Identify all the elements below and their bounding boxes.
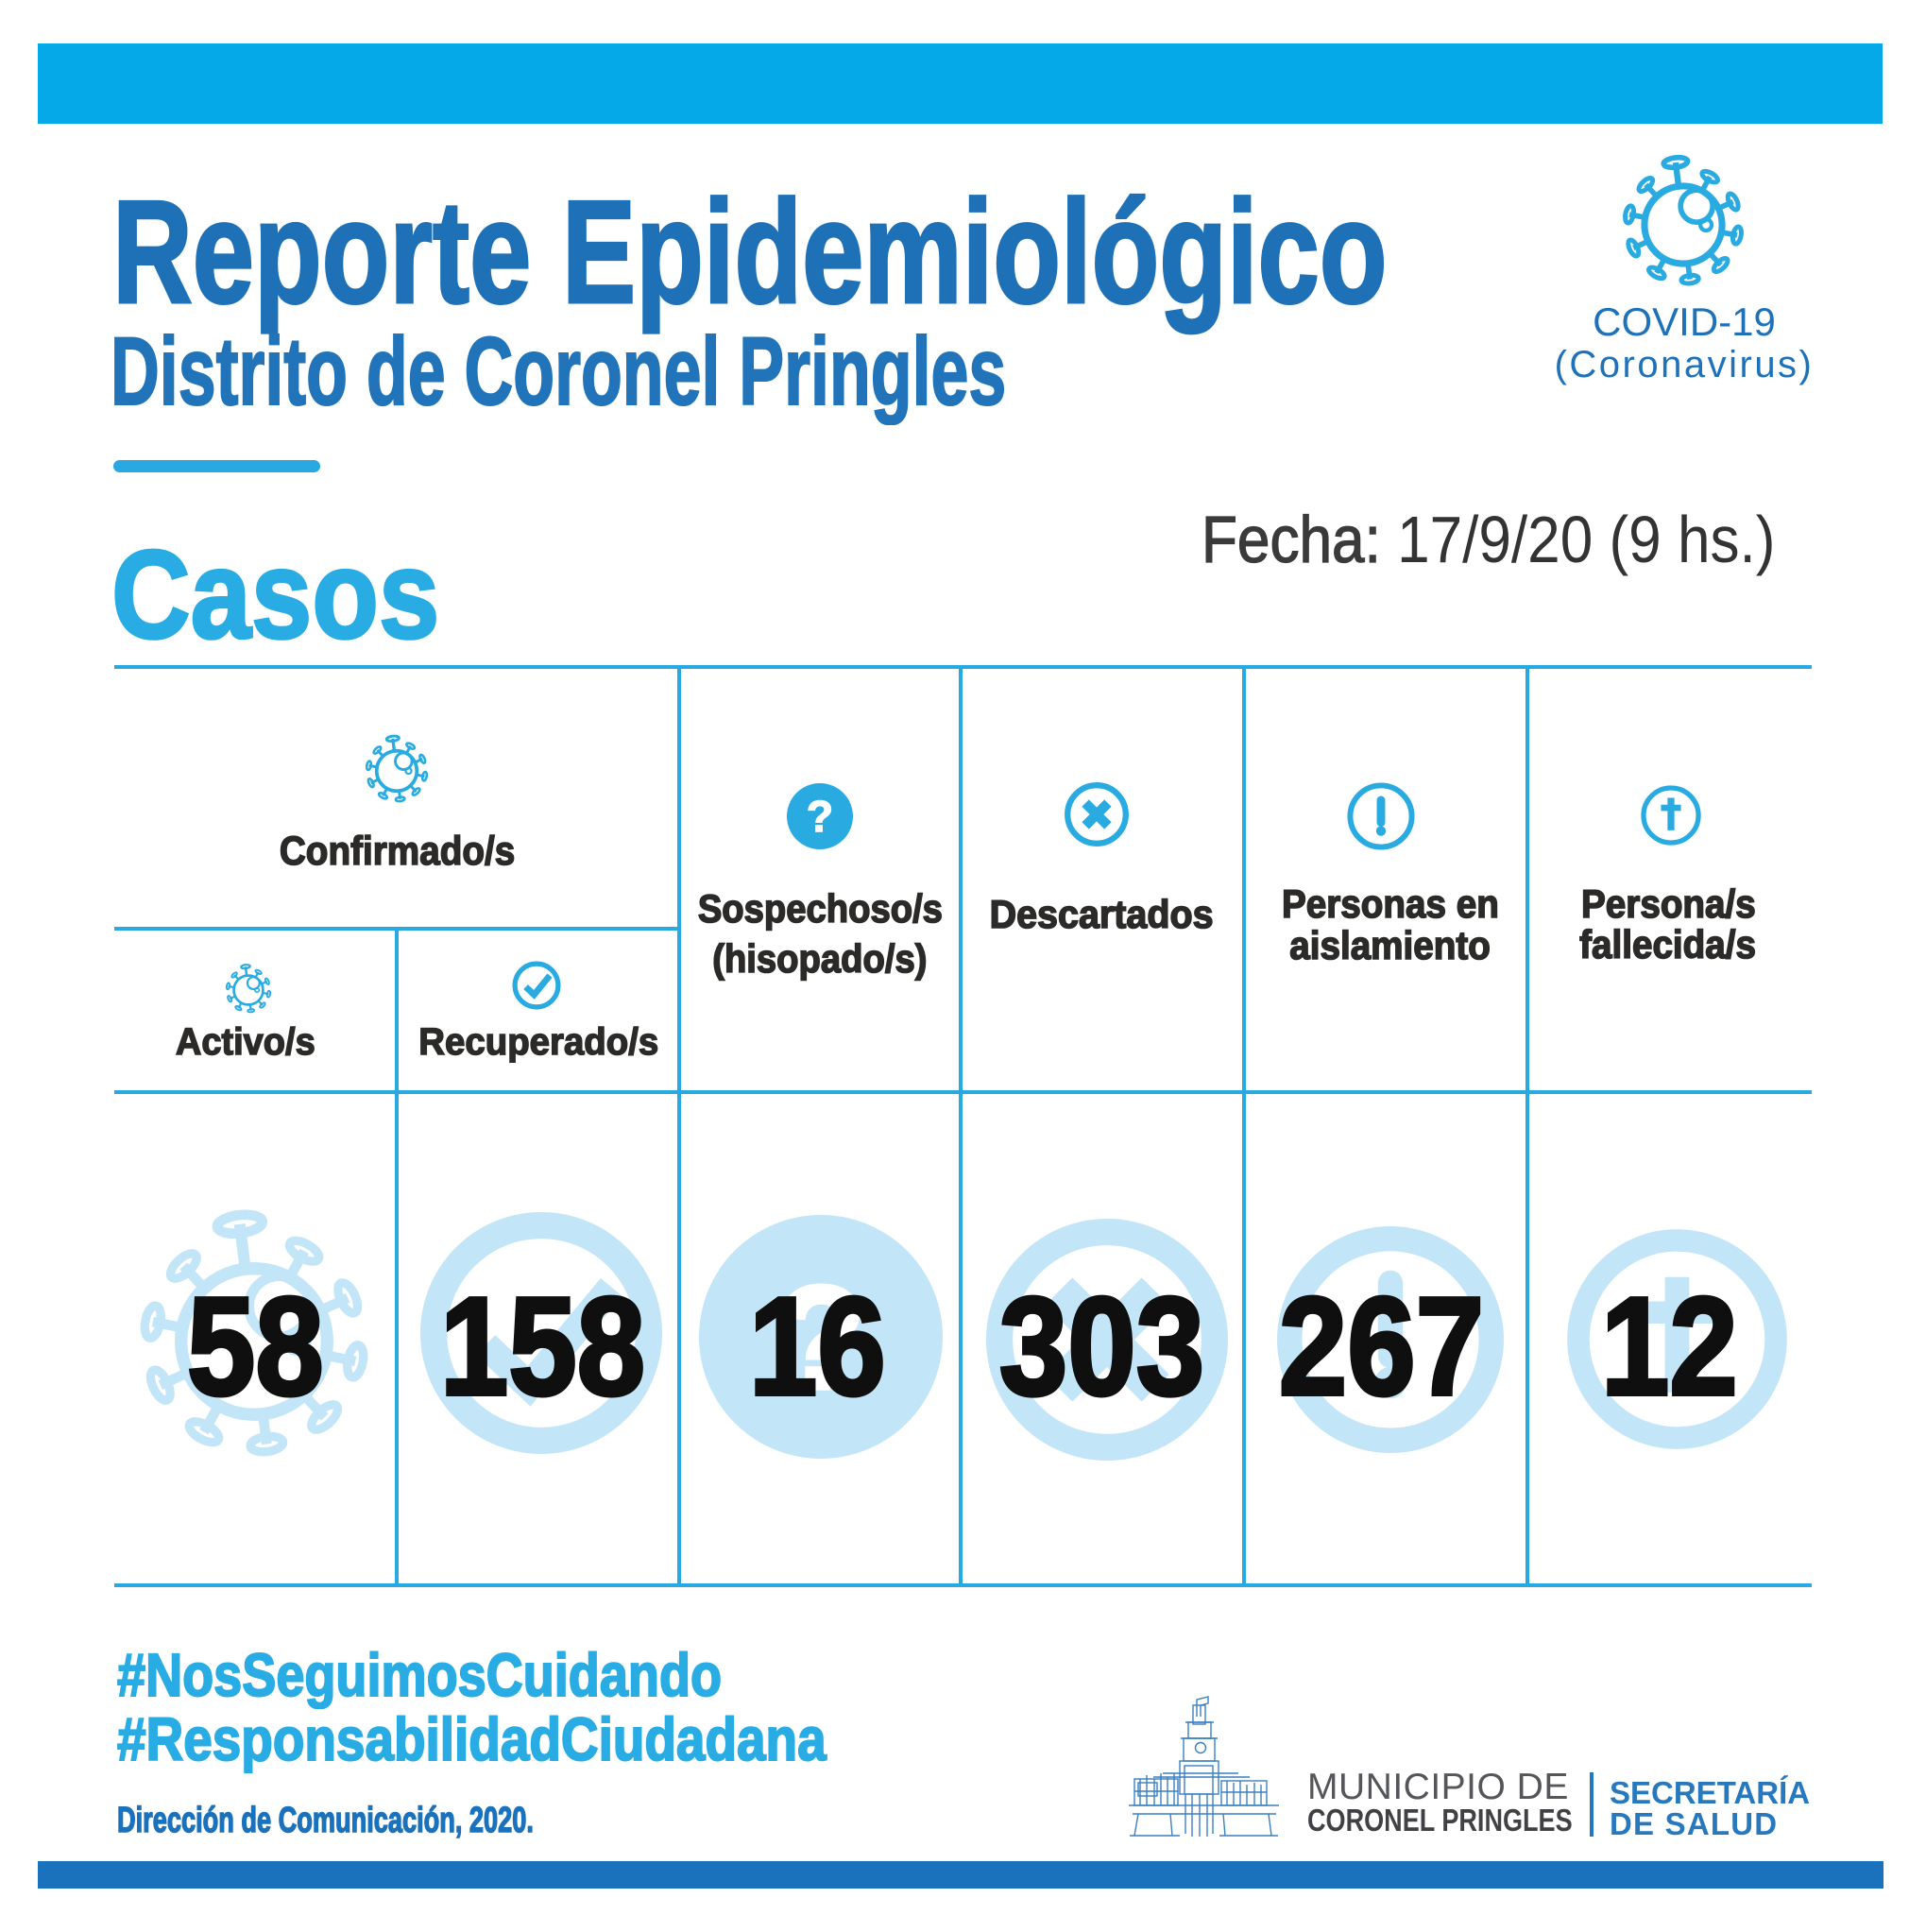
svg-text:?: ? <box>807 792 833 841</box>
svg-text:?: ? <box>776 1256 866 1419</box>
